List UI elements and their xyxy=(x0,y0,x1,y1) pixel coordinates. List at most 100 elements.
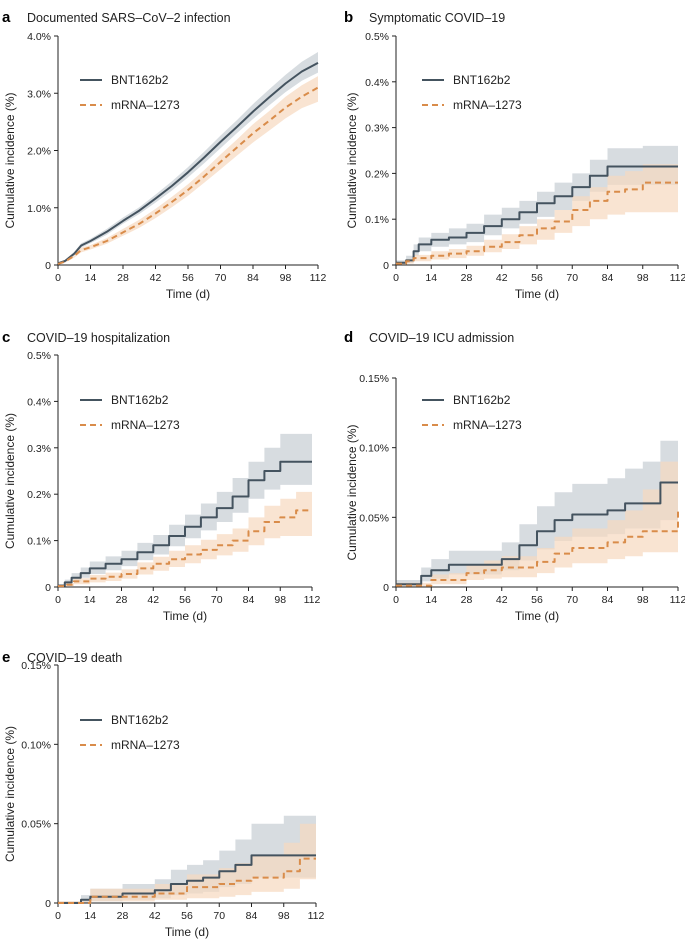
ci-band-bnt162b2 xyxy=(58,433,312,587)
legend-label-bnt162b2: BNT162b2 xyxy=(453,393,511,407)
panel-e: e COVID–19 death 0 14 28 42 56 70 84 98 112 0 0.05% 0… xyxy=(2,649,325,939)
y-axis-label: Cumulative incidence (%) xyxy=(345,92,359,228)
x-tick-label: 98 xyxy=(280,272,292,284)
x-tick-label: 56 xyxy=(181,910,193,922)
y-axis-label: Cumulative incidence (%) xyxy=(345,424,359,560)
y-tick-label: 0.05% xyxy=(359,512,389,524)
x-tick-label: 56 xyxy=(531,272,543,284)
y-tick-label: 0.15% xyxy=(359,373,389,385)
x-tick-label: 42 xyxy=(496,272,508,284)
y-tick-label: 0 xyxy=(45,898,51,910)
x-tick-label: 70 xyxy=(211,594,223,606)
x-tick-label: 28 xyxy=(461,272,473,284)
y-tick-label: 0 xyxy=(383,260,389,272)
x-tick-label: 70 xyxy=(566,272,578,284)
y-tick-label: 0.1% xyxy=(27,536,51,548)
x-tick-label: 112 xyxy=(304,594,321,606)
x-tick-label: 28 xyxy=(461,594,473,606)
x-tick-label: 84 xyxy=(247,272,259,284)
legend-label-bnt162b2: BNT162b2 xyxy=(453,73,511,87)
y-tick-label: 0.15% xyxy=(21,660,51,672)
x-axis-label: Time (d) xyxy=(165,925,209,939)
x-tick-label: 14 xyxy=(85,272,97,284)
x-tick-label: 28 xyxy=(117,272,129,284)
panel-title: COVID–19 hospitalization xyxy=(27,331,170,345)
x-axis-label: Time (d) xyxy=(515,287,559,301)
series-line-mrna-1273 xyxy=(58,509,312,588)
series-line-bnt162b2 xyxy=(57,62,319,265)
panel-c: c COVID–19 hospitalization 0 14 28 42 56 70 84 98… xyxy=(2,329,321,623)
x-tick-label: 56 xyxy=(531,594,543,606)
ci-band-mrna-1273 xyxy=(396,447,678,587)
x-tick-label: 0 xyxy=(393,272,399,284)
x-tick-label: 70 xyxy=(215,272,227,284)
x-tick-label: 112 xyxy=(670,594,685,606)
legend-label-mrna-1273: mRNA–1273 xyxy=(111,738,180,752)
legend-label-mrna-1273: mRNA–1273 xyxy=(453,418,522,432)
panel-d: d COVID–19 ICU admission 0 14 28 42 56 70 84 98 11… xyxy=(344,329,685,623)
series-line-mrna-1273 xyxy=(396,510,679,587)
y-tick-label: 3.0% xyxy=(27,88,51,100)
x-tick-label: 28 xyxy=(117,910,129,922)
y-tick-label: 0.2% xyxy=(365,168,389,180)
series-line-bnt162b2 xyxy=(58,460,312,587)
x-tick-label: 98 xyxy=(637,594,649,606)
x-tick-label: 98 xyxy=(274,594,286,606)
panel-letter: e xyxy=(2,649,10,666)
x-tick-label: 70 xyxy=(566,594,578,606)
series-line-mrna-1273 xyxy=(58,857,316,904)
ci-band-bnt162b2 xyxy=(58,52,318,264)
x-tick-label: 84 xyxy=(246,910,258,922)
x-tick-label: 28 xyxy=(116,594,128,606)
y-tick-label: 0 xyxy=(45,260,51,272)
y-tick-label: 0.05% xyxy=(21,819,51,831)
x-tick-label: 112 xyxy=(308,910,325,922)
panel-title: Documented SARS–CoV–2 infection xyxy=(27,11,231,25)
x-tick-label: 14 xyxy=(84,594,96,606)
series-line-bnt162b2 xyxy=(396,165,678,264)
y-axis-label: Cumulative incidence (%) xyxy=(3,92,17,228)
legend-label-bnt162b2: BNT162b2 xyxy=(111,713,169,727)
x-tick-label: 112 xyxy=(670,272,685,284)
x-tick-label: 0 xyxy=(393,594,399,606)
y-tick-label: 0 xyxy=(45,582,51,594)
y-tick-label: 0.4% xyxy=(365,77,389,89)
y-tick-label: 0.5% xyxy=(365,31,389,43)
y-tick-label: 0.3% xyxy=(365,123,389,135)
x-tick-label: 0 xyxy=(55,910,61,922)
x-tick-label: 14 xyxy=(84,910,96,922)
ci-band-bnt162b2 xyxy=(396,440,678,587)
x-tick-label: 42 xyxy=(150,272,162,284)
y-tick-label: 0.1% xyxy=(365,214,389,226)
y-tick-label: 0 xyxy=(383,582,389,594)
x-axis-label: Time (d) xyxy=(515,609,559,623)
x-tick-label: 14 xyxy=(425,594,437,606)
panel-b: b Symptomatic COVID–19 0 14 28 42 56 70 84 98 112 0… xyxy=(344,9,685,301)
panel-title: COVID–19 ICU admission xyxy=(369,331,514,345)
series-line-mrna-1273 xyxy=(396,181,678,265)
legend-label-mrna-1273: mRNA–1273 xyxy=(111,418,180,432)
ci-band-mrna-1273 xyxy=(58,823,316,903)
x-tick-label: 56 xyxy=(182,272,194,284)
y-tick-label: 0.5% xyxy=(27,350,51,362)
y-tick-label: 2.0% xyxy=(27,146,51,158)
x-tick-label: 42 xyxy=(149,910,161,922)
panel-a: a Documented SARS–CoV–2 infection 0 14 28 42 5… xyxy=(2,9,327,301)
x-tick-label: 98 xyxy=(637,272,649,284)
x-tick-label: 112 xyxy=(310,272,327,284)
legend-label-mrna-1273: mRNA–1273 xyxy=(111,98,180,112)
x-tick-label: 98 xyxy=(278,910,290,922)
x-tick-label: 0 xyxy=(55,594,61,606)
x-tick-label: 84 xyxy=(602,594,614,606)
series-line-bnt162b2 xyxy=(396,481,678,586)
panel-letter: c xyxy=(2,329,10,346)
panel-title: Symptomatic COVID–19 xyxy=(369,11,505,25)
y-tick-label: 1.0% xyxy=(27,203,51,215)
y-tick-label: 0.2% xyxy=(27,489,51,501)
x-tick-label: 42 xyxy=(496,594,508,606)
y-tick-label: 0.10% xyxy=(359,443,389,455)
x-axis-label: Time (d) xyxy=(166,287,210,301)
y-tick-label: 4.0% xyxy=(27,31,51,43)
legend-label-bnt162b2: BNT162b2 xyxy=(111,393,169,407)
